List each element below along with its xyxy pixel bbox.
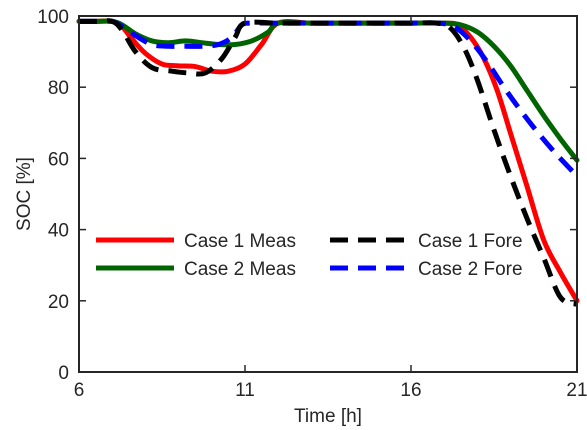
y-axis-title: SOC [%] [14, 157, 35, 231]
y-tick-label: 100 [37, 7, 69, 28]
series-line-case-2-meas [76, 18, 580, 163]
legend-label-case-1-meas: Case 1 Meas [184, 231, 296, 252]
x-tick-label: 21 [566, 380, 587, 401]
x-axis-title: Time [h] [294, 406, 362, 427]
x-tick-label: 6 [74, 380, 85, 401]
legend-label-case-2-fore: Case 2 Fore [418, 259, 523, 280]
series-layer [76, 18, 580, 307]
y-tick-label: 80 [48, 78, 69, 99]
y-tick-label: 40 [48, 221, 69, 242]
x-tick-label: 16 [400, 380, 421, 401]
y-tick-label: 20 [48, 292, 69, 313]
y-tick-label: 60 [48, 149, 69, 170]
series-line-case-1-fore [79, 18, 578, 307]
x-tick-label: 11 [235, 380, 255, 401]
plot-frame [78, 15, 578, 373]
tick-layer: 6 11 16 21 0 20 40 60 80 100 [37, 7, 587, 401]
legend-label-case-1-fore: Case 1 Fore [418, 231, 523, 252]
legend-label-case-2-meas: Case 2 Meas [184, 259, 296, 280]
y-tick-label: 0 [58, 363, 69, 384]
legend: Case 1 Meas Case 1 Fore Case 2 Meas Case 2 … [96, 231, 523, 280]
